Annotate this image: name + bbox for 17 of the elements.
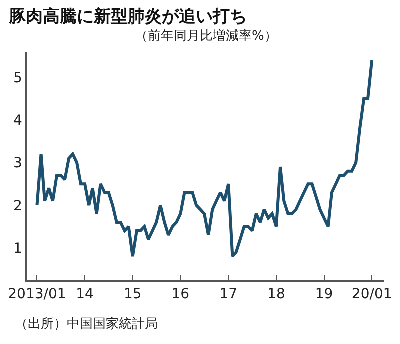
line-series	[36, 59, 374, 258]
y-tick-label: 5	[14, 70, 22, 86]
chart-subtitle: （前年同月比増減率%）	[135, 28, 278, 44]
x-tick-label: 18	[268, 286, 286, 303]
text: （出所）中国国家統計局	[15, 316, 158, 332]
x-tick-label: 15	[124, 286, 142, 303]
y-tick-label: 3	[14, 156, 22, 172]
y-tick-label: 2	[14, 198, 22, 214]
x-tick-label: 14	[76, 286, 94, 303]
x-tick-label: 16	[172, 286, 190, 303]
x-tick-label: 19	[315, 286, 334, 303]
x-tick-label: 20/01	[352, 286, 392, 303]
chart-title: 豚肉高騰に新型肺炎が追い打ち	[8, 7, 247, 27]
y-tick-label: 4	[14, 113, 23, 130]
x-tick-label: 2013/01	[8, 286, 66, 303]
y-tick-label: 1	[14, 240, 22, 257]
x-tick-label: 17	[220, 286, 238, 303]
